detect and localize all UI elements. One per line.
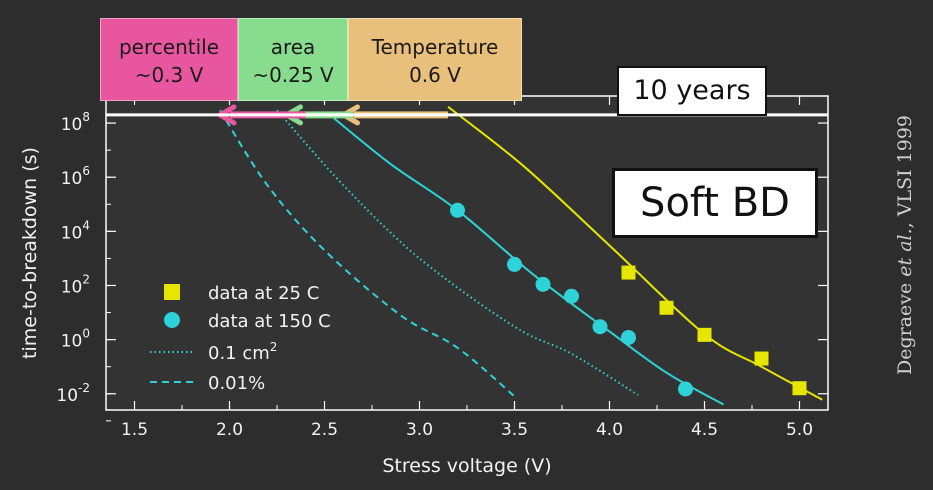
x-tick-label: 2.0 [216,420,243,440]
data-point-150c [450,202,465,218]
legend-marker-circle [164,312,180,328]
data-point-25c [792,381,807,396]
area-value: ~0.25 V [252,63,334,87]
x-tick-label: 4.5 [691,420,718,440]
legend-label: 0.1 cm2 [208,340,277,364]
y-axis-ticks: 108 106 104 102 100 10-2 [56,110,828,422]
data-point-150c [564,288,579,304]
x-axis-title: Stress voltage (V) [382,455,551,477]
legend-marker-square [164,284,180,300]
y-tick-label: 106 [61,164,90,189]
legend-label: 0.01% [208,373,265,394]
x-tick-label: 3.0 [406,420,433,440]
ten-years-label: 10 years [617,66,767,116]
citation: Degraeve et al., VLSI 1999 [894,115,916,375]
x-tick-label: 2.5 [311,420,338,440]
percentile-scaling-line [219,109,516,398]
percentile-label: percentile [118,35,220,59]
soft-bd-label: Soft BD [612,168,818,238]
data-point-150c [621,329,636,345]
fit-line [447,105,823,401]
temperature-label: Temperature [371,35,499,59]
data-point-150c [535,276,551,292]
y-tick-label: 104 [61,218,90,243]
y-tick-label: 108 [61,110,90,135]
legend-label: data at 25 C [208,283,319,304]
data-point-150c [592,319,608,335]
percentile-annotation: percentile ~0.3 V [100,18,238,101]
x-tick-label: 1.5 [121,420,148,440]
x-tick-label: 4.0 [596,420,623,440]
citation-author: Degraeve [894,276,916,376]
percentile-value: ~0.3 V [134,63,204,87]
data-point-25c [621,265,636,280]
x-tick-label: 5.0 [786,420,813,440]
x-tick-label: 3.5 [501,420,528,440]
y-axis-title: time-to-breakdown (s) [19,147,41,359]
legend-label: data at 150 C [208,311,331,332]
x-axis-ticks: 1.5 2.0 2.5 3.0 3.5 4.0 4.5 5.0 [121,96,813,440]
data-point-150c [507,256,522,272]
citation-venue: , VLSI 1999 [894,114,916,229]
y-tick-label: 10-2 [56,381,90,406]
data-point-150c [678,381,693,397]
data-point-25c [697,327,712,342]
series-lines [219,105,823,406]
temperature-annotation: Temperature 0.6 V [348,18,522,101]
legend: data at 25 C data at 150 C 0.1 cm2 0.01% [150,283,331,394]
data-markers [450,202,807,397]
data-point-25c [754,351,769,366]
area-scaling-line [276,109,639,396]
area-label: area [270,35,316,59]
area-annotation: area ~0.25 V [238,18,348,101]
y-tick-label: 100 [61,327,90,352]
temperature-value: 0.6 V [409,63,461,87]
plot-area [105,95,829,411]
data-point-25c [659,300,674,315]
y-tick-label: 102 [61,272,90,297]
fit-line [333,117,724,406]
citation-etal: et al. [894,228,916,277]
